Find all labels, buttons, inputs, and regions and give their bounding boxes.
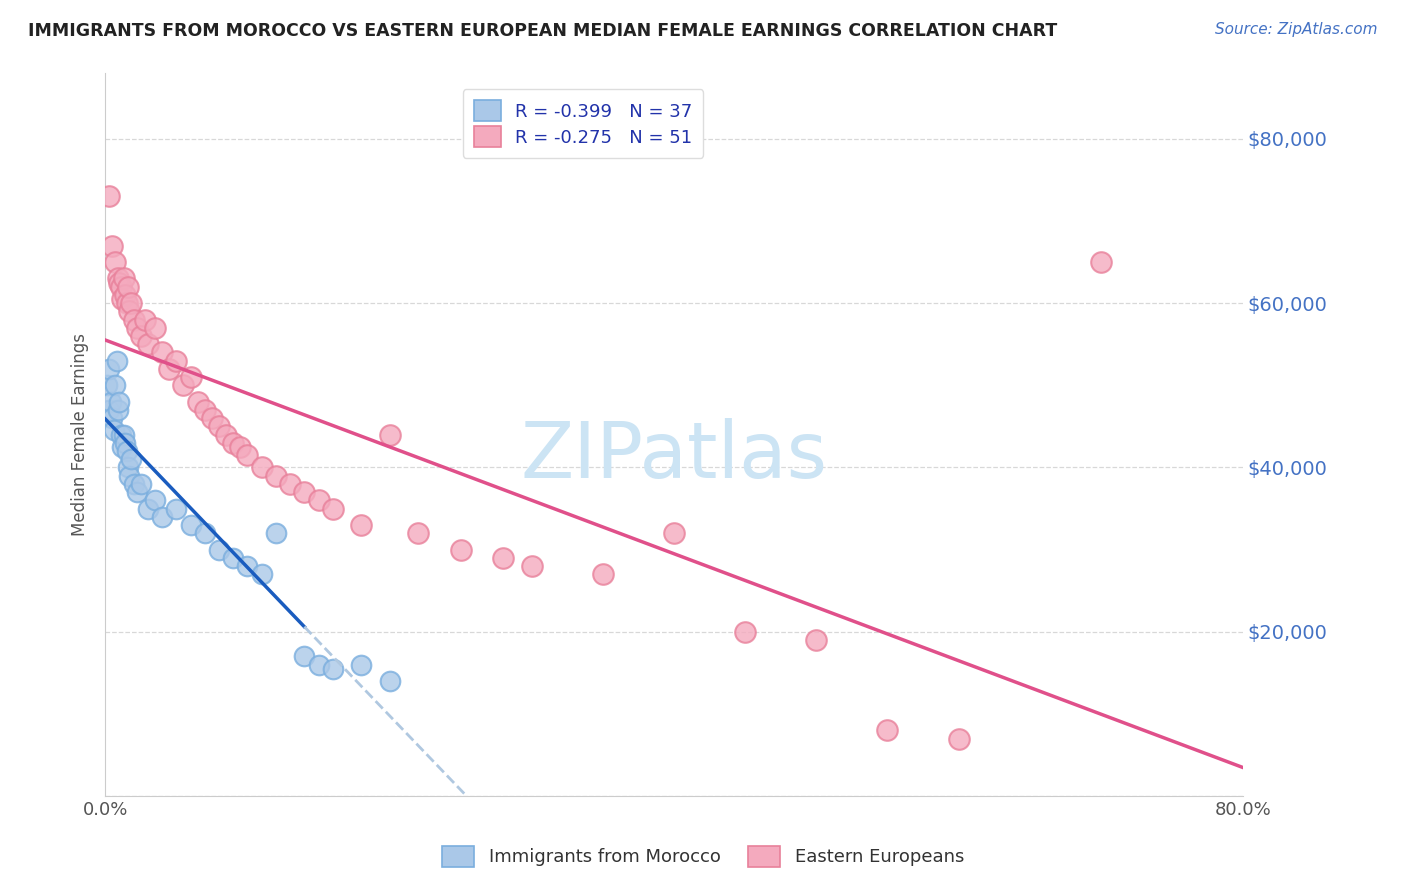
Point xyxy=(406,526,429,541)
Point xyxy=(250,567,273,582)
Point xyxy=(104,255,127,269)
Point xyxy=(208,542,231,557)
Point xyxy=(278,476,301,491)
Point xyxy=(111,292,134,306)
Point xyxy=(136,337,159,351)
Point xyxy=(104,378,127,392)
Point xyxy=(101,411,124,425)
Point xyxy=(215,427,238,442)
Point xyxy=(1090,255,1112,269)
Point xyxy=(112,427,135,442)
Legend: R = -0.399   N = 37, R = -0.275   N = 51: R = -0.399 N = 37, R = -0.275 N = 51 xyxy=(463,89,703,158)
Point xyxy=(250,460,273,475)
Point xyxy=(194,403,217,417)
Point xyxy=(292,485,315,500)
Point xyxy=(101,238,124,252)
Point xyxy=(322,501,344,516)
Point xyxy=(110,279,132,293)
Point xyxy=(120,296,142,310)
Point xyxy=(165,501,187,516)
Point xyxy=(236,559,259,574)
Point xyxy=(98,403,121,417)
Point xyxy=(96,378,118,392)
Point xyxy=(194,526,217,541)
Point xyxy=(948,731,970,746)
Point xyxy=(150,345,173,359)
Point xyxy=(115,296,138,310)
Point xyxy=(118,468,141,483)
Point xyxy=(520,559,543,574)
Point xyxy=(108,276,131,290)
Point xyxy=(136,501,159,516)
Point xyxy=(876,723,898,738)
Point xyxy=(117,460,139,475)
Text: ZIPatlas: ZIPatlas xyxy=(520,418,828,494)
Point xyxy=(229,440,252,454)
Point xyxy=(264,468,287,483)
Point xyxy=(107,403,129,417)
Point xyxy=(308,493,330,508)
Point xyxy=(150,509,173,524)
Point xyxy=(236,448,259,462)
Point xyxy=(165,353,187,368)
Point xyxy=(112,271,135,285)
Point xyxy=(120,452,142,467)
Point xyxy=(201,411,224,425)
Point xyxy=(662,526,685,541)
Legend: Immigrants from Morocco, Eastern Europeans: Immigrants from Morocco, Eastern Europea… xyxy=(434,838,972,874)
Point xyxy=(100,394,122,409)
Point xyxy=(292,649,315,664)
Point xyxy=(378,674,401,689)
Text: IMMIGRANTS FROM MOROCCO VS EASTERN EUROPEAN MEDIAN FEMALE EARNINGS CORRELATION C: IMMIGRANTS FROM MOROCCO VS EASTERN EUROP… xyxy=(28,22,1057,40)
Point xyxy=(118,304,141,318)
Point xyxy=(806,633,828,648)
Point xyxy=(110,427,132,442)
Point xyxy=(222,550,245,565)
Point xyxy=(114,435,136,450)
Point xyxy=(492,550,515,565)
Point xyxy=(105,353,128,368)
Point xyxy=(734,624,756,639)
Point xyxy=(157,361,180,376)
Point xyxy=(378,427,401,442)
Point xyxy=(122,312,145,326)
Point xyxy=(98,189,121,203)
Point xyxy=(117,279,139,293)
Point xyxy=(350,657,373,672)
Point xyxy=(308,657,330,672)
Point xyxy=(143,320,166,334)
Point xyxy=(125,485,148,500)
Point xyxy=(143,493,166,508)
Point xyxy=(122,476,145,491)
Point xyxy=(208,419,231,434)
Point xyxy=(450,542,472,557)
Point xyxy=(107,271,129,285)
Point xyxy=(187,394,209,409)
Point xyxy=(103,424,125,438)
Point xyxy=(111,440,134,454)
Point xyxy=(125,320,148,334)
Point xyxy=(97,361,120,376)
Point xyxy=(322,662,344,676)
Point xyxy=(134,312,156,326)
Point xyxy=(350,518,373,533)
Point xyxy=(264,526,287,541)
Point xyxy=(114,288,136,302)
Y-axis label: Median Female Earnings: Median Female Earnings xyxy=(72,333,89,536)
Text: Source: ZipAtlas.com: Source: ZipAtlas.com xyxy=(1215,22,1378,37)
Point xyxy=(129,329,152,343)
Point xyxy=(180,518,202,533)
Point xyxy=(115,444,138,458)
Point xyxy=(222,435,245,450)
Point xyxy=(180,370,202,384)
Point xyxy=(172,378,194,392)
Point xyxy=(592,567,614,582)
Point xyxy=(108,394,131,409)
Point xyxy=(129,476,152,491)
